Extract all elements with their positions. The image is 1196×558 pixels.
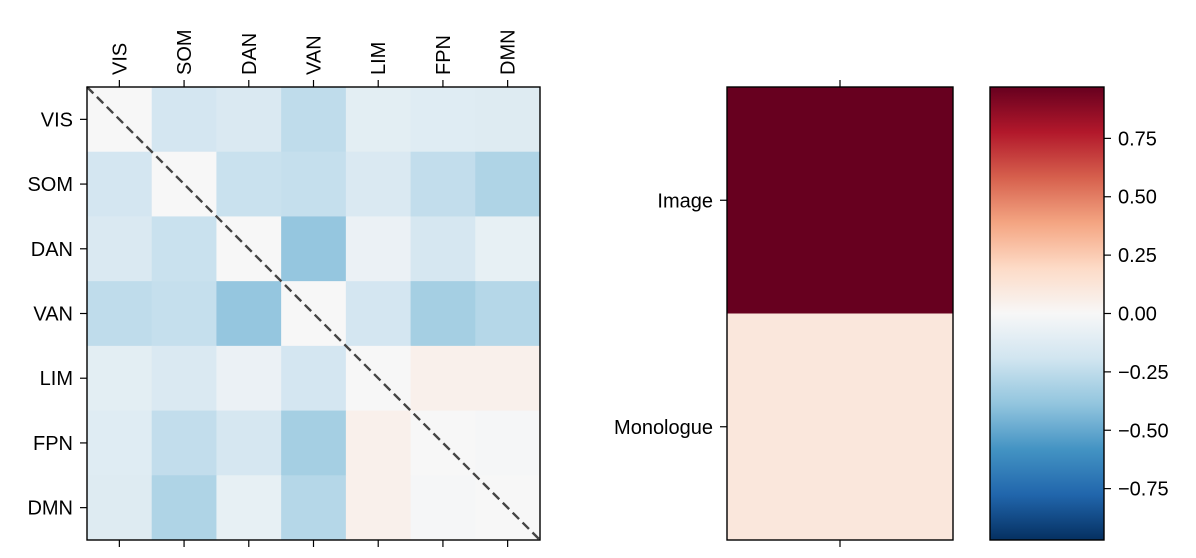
matrix-cell-fpn-dmn bbox=[475, 410, 541, 476]
matrix-cell-lim-vis bbox=[87, 345, 153, 412]
matrix-row-label-van: VAN bbox=[33, 304, 73, 326]
diagonal-dashed-line bbox=[86, 86, 541, 541]
colorbar-tick-label: 0.00 bbox=[1118, 304, 1157, 326]
colorbar-tick-label: −0.25 bbox=[1118, 362, 1169, 384]
colorbar-tick-label: −0.50 bbox=[1118, 420, 1169, 442]
matrix-y-ticks: VIS SOM DAN VAN LIM FPN DMN bbox=[27, 109, 87, 520]
matrix-cell-vis-fpn bbox=[410, 87, 476, 153]
matrix-cell-van-fpn bbox=[410, 281, 476, 347]
matrix-row-label-dmn: DMN bbox=[27, 498, 73, 520]
matrix-cell-dan-fpn bbox=[410, 216, 476, 282]
matrix-column-label-fpn: FPN bbox=[433, 35, 455, 75]
matrix-column-label-lim: LIM bbox=[368, 42, 390, 75]
condition-row-label-monologue: Monologue bbox=[614, 417, 713, 439]
matrix-cell-lim-van bbox=[281, 345, 347, 412]
matrix-cell-lim-dmn bbox=[475, 345, 541, 412]
matrix-cell-dan-dmn bbox=[475, 216, 541, 282]
matrix-cell-vis-som bbox=[151, 87, 217, 153]
matrix-cell-van-dan bbox=[216, 281, 282, 347]
matrix-column-label-som: SOM bbox=[174, 29, 196, 75]
colorbar-ticks: 0.75 0.50 0.25 0.00 −0.25 −0.50 −0.75 bbox=[1104, 128, 1169, 501]
matrix-cell-fpn-vis bbox=[87, 410, 153, 476]
matrix-cell-van-vis bbox=[87, 281, 153, 347]
condition-y-ticks: Image Monologue bbox=[614, 190, 727, 439]
matrix-cells bbox=[87, 87, 541, 541]
colorbar-gradient bbox=[990, 87, 1104, 540]
matrix-column-label-dmn: DMN bbox=[498, 29, 520, 75]
matrix-cell-dmn-vis bbox=[87, 475, 153, 541]
matrix-cell-lim-fpn bbox=[410, 345, 476, 412]
matrix-cell-som-dan bbox=[216, 151, 282, 217]
matrix-column-label-van: VAN bbox=[304, 35, 326, 75]
matrix-row-label-vis: VIS bbox=[41, 109, 73, 131]
colorbar: 0.75 0.50 0.25 0.00 −0.25 −0.50 −0.75 bbox=[989, 86, 1169, 541]
matrix-cell-dmn-fpn bbox=[410, 475, 476, 541]
matrix-cell-som-van bbox=[281, 151, 347, 217]
matrix-cell-dan-lim bbox=[345, 216, 412, 282]
matrix-cell-van-dmn bbox=[475, 281, 541, 347]
matrix-row-label-fpn: FPN bbox=[33, 433, 73, 455]
condition-cell-monologue bbox=[727, 313, 953, 541]
matrix-cell-lim-som bbox=[151, 345, 217, 412]
matrix-cell-vis-lim bbox=[345, 87, 412, 153]
matrix-cell-dan-som bbox=[151, 216, 217, 282]
colorbar-tick-label: 0.75 bbox=[1118, 128, 1157, 150]
matrix-cell-dmn-van bbox=[281, 475, 347, 541]
matrix-cell-dmn-som bbox=[151, 475, 217, 541]
matrix-cell-vis-dan bbox=[216, 87, 282, 153]
matrix-cell-fpn-lim bbox=[345, 410, 412, 476]
matrix-column-label-dan: DAN bbox=[239, 33, 261, 75]
colorbar-tick-label: 0.25 bbox=[1118, 245, 1157, 267]
matrix-cell-dan-vis bbox=[87, 216, 153, 282]
colorbar-tick-label: −0.75 bbox=[1118, 479, 1169, 501]
matrix-row-label-som: SOM bbox=[27, 174, 73, 196]
matrix-cell-dmn-lim bbox=[345, 475, 412, 541]
colorbar-tick-label: 0.50 bbox=[1118, 187, 1157, 209]
matrix-cell-som-fpn bbox=[410, 151, 476, 217]
matrix-cell-van-lim bbox=[345, 281, 412, 347]
condition-cells bbox=[727, 87, 953, 541]
matrix-cell-dan-van bbox=[281, 216, 347, 282]
matrix-cell-vis-van bbox=[281, 87, 347, 153]
condition-heatmap: Image Monologue bbox=[614, 80, 954, 547]
condition-cell-image bbox=[727, 87, 953, 314]
matrix-cell-som-vis bbox=[87, 151, 153, 217]
matrix-column-label-vis: VIS bbox=[109, 43, 131, 75]
network-correlation-matrix: VIS SOM DAN VAN LIM FPN DMN VIS SOM DAN VAN LIM FPN… bbox=[27, 29, 541, 547]
matrix-x-ticks: VIS SOM DAN VAN LIM FPN DMN bbox=[109, 29, 520, 547]
matrix-row-label-dan: DAN bbox=[31, 239, 73, 261]
matrix-cell-fpn-dan bbox=[216, 410, 282, 476]
matrix-cell-fpn-som bbox=[151, 410, 217, 476]
matrix-cell-som-dmn bbox=[475, 151, 541, 217]
matrix-cell-dmn-dan bbox=[216, 475, 282, 541]
matrix-cell-som-lim bbox=[345, 151, 412, 217]
matrix-cell-vis-dmn bbox=[475, 87, 541, 153]
matrix-cell-lim-dan bbox=[216, 345, 282, 412]
matrix-cell-fpn-van bbox=[281, 410, 347, 476]
matrix-row-label-lim: LIM bbox=[40, 368, 73, 390]
condition-row-label-image: Image bbox=[657, 190, 713, 212]
matrix-cell-van-som bbox=[151, 281, 217, 347]
